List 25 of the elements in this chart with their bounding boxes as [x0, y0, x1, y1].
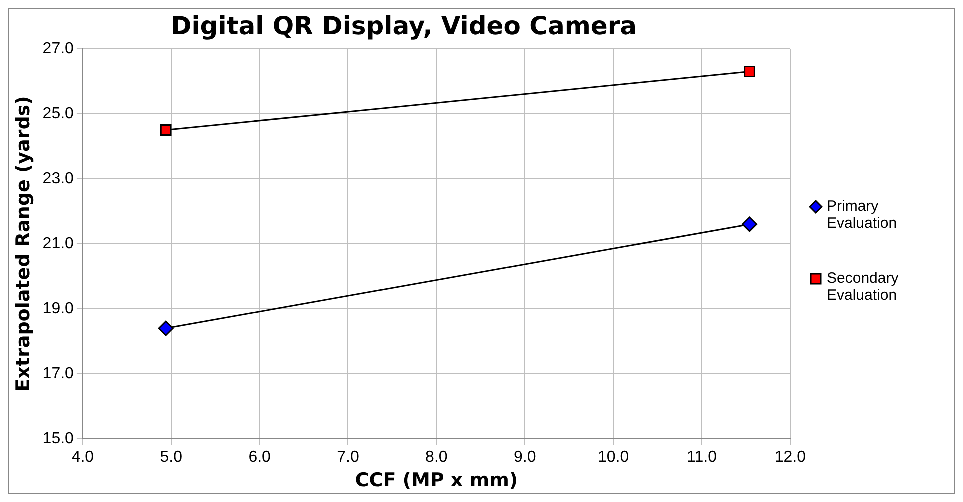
- x-tick-label: 6.0: [248, 449, 272, 466]
- x-tick-label: 10.0: [598, 449, 630, 466]
- x-axis-title: CCF (MP x mm): [355, 470, 518, 492]
- x-tick-label: 4.0: [72, 449, 94, 466]
- point: [160, 124, 172, 136]
- y-tick-label: 21.0: [42, 235, 74, 252]
- y-tick-label: 17.0: [42, 365, 74, 382]
- x-tick-label: 7.0: [337, 449, 360, 466]
- y-tick-label: 27.0: [42, 40, 74, 58]
- x-tick-label: 9.0: [514, 449, 536, 466]
- chart-title: Digital QR Display, Video Camera: [170, 12, 638, 40]
- x-tick-label: 8.0: [426, 449, 448, 466]
- y-tick-label: 15.0: [42, 430, 74, 448]
- legend-label: Primary Evaluation: [827, 198, 898, 232]
- y-tick-label: 25.0: [42, 105, 74, 122]
- point: [744, 66, 756, 78]
- y-axis-title: Extrapolated Range (yards): [12, 96, 34, 392]
- point: [158, 320, 174, 336]
- y-tick-label: 19.0: [42, 300, 74, 318]
- legend-label: Secondary Evaluation: [827, 270, 900, 304]
- x-tick-label: 5.0: [160, 449, 183, 466]
- x-tick-label: 12.0: [774, 449, 806, 466]
- point: [742, 216, 758, 232]
- y-tick-label: 23.0: [42, 170, 74, 188]
- x-tick-label: 11.0: [687, 449, 718, 466]
